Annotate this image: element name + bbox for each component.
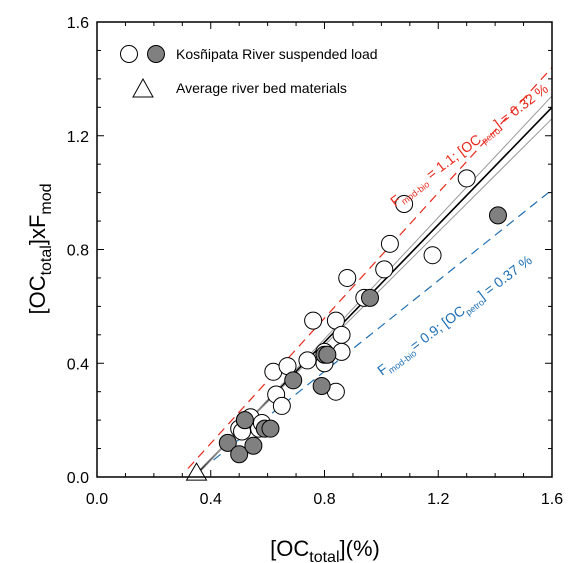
open-circle-point [332,325,351,344]
y-axis-title-sub: total [38,245,55,275]
y-axis-title-sub2: mod [38,183,55,214]
legend-open-circle-icon [120,45,138,63]
open-circle-point [304,311,323,330]
open-circle-point [457,169,476,188]
x-axis-title-main: [OC [270,536,309,561]
y-tick-label: 0.8 [67,243,89,260]
filled-circle-point [261,419,280,438]
y-tick-label: 0.0 [67,470,89,487]
y-axis-title: [OCtotal]xFmod [25,183,55,314]
legend-label-suspended-load: Kosñipata River suspended load [176,46,378,62]
triangle-point [185,462,208,481]
points-layer [185,169,507,481]
open-circle-point [298,351,317,370]
x-tick-label: 1.6 [541,491,563,508]
filled-circle-point [244,436,263,455]
filled-circle-point [230,445,249,464]
filled-circle-point [312,377,331,395]
legend-label-river-bed: Average river bed materials [176,80,347,96]
legend-filled-circle-icon [147,45,165,63]
blue-label-a-sub: mod-bio [386,348,418,376]
y-axis-title-mid: ]xF [25,215,50,246]
model-line-3 [187,67,553,469]
x-tick-label: 0.4 [200,491,222,508]
y-tick-label: 0.4 [67,356,89,373]
blue-label-c: ] = 0.37 % [475,252,535,303]
tick-labels: 0.0 0.4 0.8 1.2 1.6 0.0 0.4 0.8 1.2 1.6 [67,15,563,508]
red-label-c: ] = 0.32 % [491,80,551,131]
y-tick-label: 1.2 [67,129,89,146]
x-tick-label: 1.2 [427,491,449,508]
filled-circle-point [318,345,337,364]
legend: Kosñipata River suspended load Average r… [120,45,378,98]
filled-circle-point [488,206,507,225]
red-label-a-sub: mod-bio [399,179,431,207]
x-tick-label: 0.8 [313,491,335,508]
open-circle-point [423,246,442,265]
x-axis-title-sub: total [309,549,339,563]
blue-label-b: = 0.9; [OC [407,302,468,353]
filled-circle-point [284,371,303,390]
x-tick-label: 0.0 [86,491,108,508]
ticks-layer [96,21,553,478]
open-circle-point [272,396,291,415]
legend-triangle-icon [132,77,154,98]
x-axis-title-tail: ](%) [340,536,380,561]
open-circle-point [380,234,399,253]
y-tick-label: 1.6 [67,15,89,32]
filled-circle-point [218,433,237,452]
filled-circle-point [361,288,379,307]
model-line-4 [213,189,553,461]
y-axis-title-main: [OC [25,275,50,314]
open-circle-point [395,195,414,213]
filled-circle-point [235,411,254,430]
x-axis-title: [OCtotal](%) [270,536,380,563]
open-circle-point [338,268,357,287]
open-circle-point [375,260,394,279]
